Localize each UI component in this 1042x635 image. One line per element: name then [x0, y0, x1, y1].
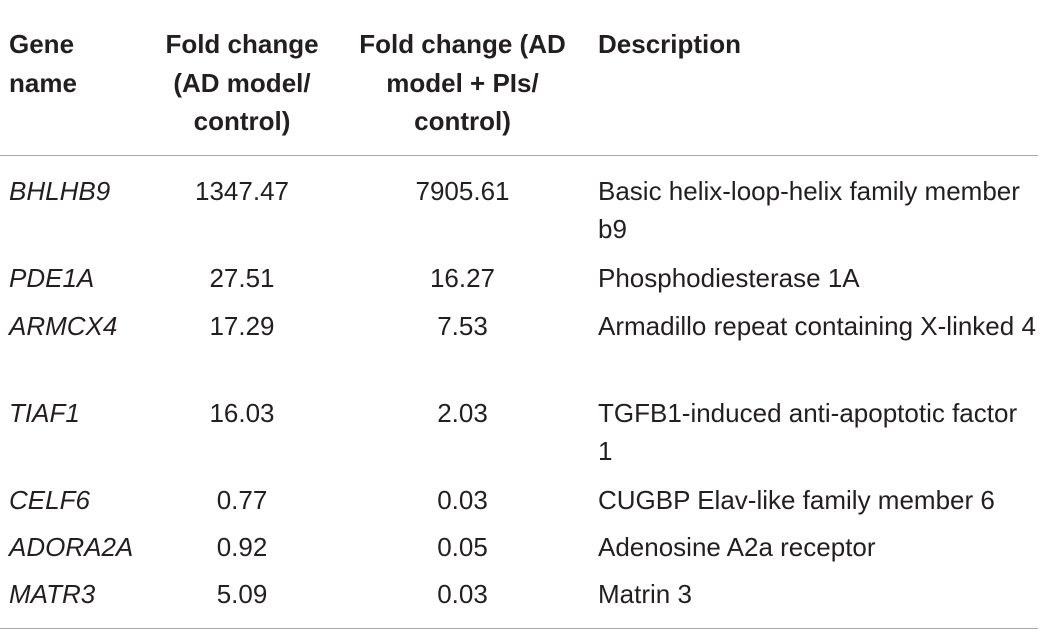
fold-change-ad-pis-cell: 16.27: [429, 263, 496, 293]
description-cell: Phosphodiesterase 1A: [598, 263, 860, 293]
header-gene-name: Gene name: [9, 29, 77, 98]
fold-change-ad-cell: 1347.47: [195, 176, 289, 206]
description-cell: CUGBP Elav-like family member 6: [598, 485, 995, 515]
gene-cell: TIAF1: [9, 398, 80, 428]
fold-change-ad-cell: 5.09: [216, 579, 268, 609]
fold-change-ad-pis-cell: 0.03: [437, 485, 488, 515]
description-cell: Armadillo repeat containing X-linked 4: [598, 311, 1036, 341]
description-cell: TGFB1-induced anti-apoptotic factor 1: [598, 398, 1018, 466]
fold-change-ad-cell: 17.29: [209, 311, 275, 341]
gene-cell: MATR3: [9, 579, 96, 609]
header-fold-change-ad-pis: Fold change (AD model + PIs/ control): [359, 29, 566, 136]
gene-cell: BHLHB9: [9, 176, 111, 206]
header-fold-change-ad: Fold change (AD model/ control): [165, 29, 319, 136]
fold-change-ad-pis-cell: 2.03: [437, 398, 488, 428]
gene-cell: ADORA2A: [9, 532, 134, 562]
description-cell: Adenosine A2a receptor: [598, 532, 876, 562]
fold-change-ad-cell: 0.92: [216, 532, 268, 562]
fold-change-ad-cell: 27.51: [209, 263, 275, 293]
fold-change-ad-pis-cell: 0.03: [437, 579, 488, 609]
gene-cell: ARMCX4: [9, 311, 118, 341]
fold-change-ad-pis-cell: 7905.61: [415, 176, 510, 206]
fold-change-ad-cell: 0.77: [216, 485, 268, 515]
description-cell: Matrin 3: [598, 579, 692, 609]
description-cell: Basic helix-loop-helix family member b9: [598, 176, 1020, 244]
gene-cell: PDE1A: [9, 263, 95, 293]
header-description: Description: [598, 29, 742, 59]
fold-change-ad-pis-cell: 0.05: [437, 532, 488, 562]
header-divider: [0, 155, 1038, 156]
fold-change-ad-cell: 16.03: [209, 398, 275, 428]
bottom-rule: [0, 628, 1038, 629]
gene-cell: CELF6: [9, 485, 90, 515]
fold-change-ad-pis-cell: 7.53: [437, 311, 488, 341]
